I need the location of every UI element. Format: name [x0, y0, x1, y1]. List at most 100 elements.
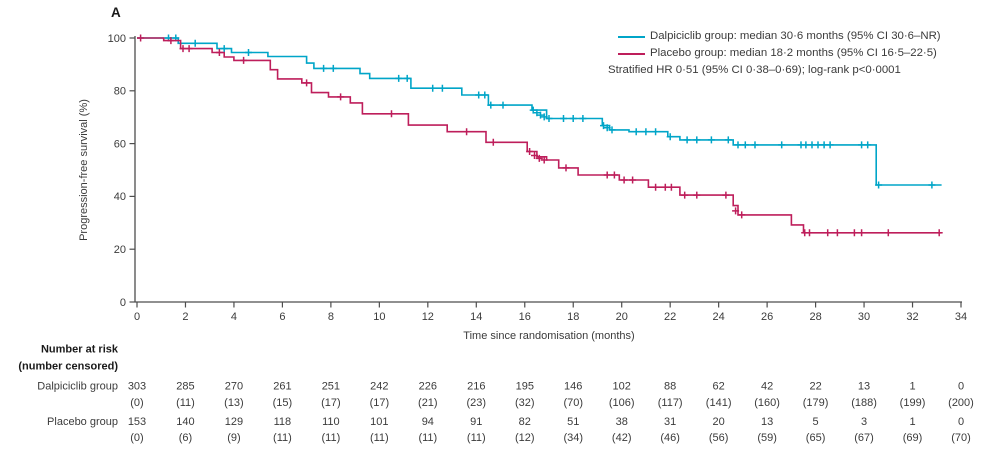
risk-at-risk-value: 242 [370, 380, 388, 392]
risk-at-risk-value: 20 [713, 416, 725, 428]
risk-at-risk-value: 94 [422, 416, 434, 428]
risk-censored-value: (67) [854, 432, 874, 444]
risk-at-risk-value: 140 [176, 416, 194, 428]
risk-at-risk-value: 91 [470, 416, 482, 428]
risk-censored-value: (106) [609, 397, 635, 409]
risk-at-risk-value: 22 [809, 380, 821, 392]
x-tick-label: 20 [616, 311, 628, 323]
panel-label: A [111, 5, 121, 20]
risk-at-risk-value: 216 [467, 380, 485, 392]
risk-at-risk-value: 51 [567, 416, 579, 428]
risk-at-risk-value: 13 [858, 380, 870, 392]
x-tick-label: 10 [373, 311, 385, 323]
y-tick-label: 0 [120, 297, 126, 309]
x-tick-label: 16 [519, 311, 531, 323]
risk-censored-value: (6) [179, 432, 192, 444]
risk-censored-value: (65) [806, 432, 826, 444]
risk-censored-value: (69) [903, 432, 923, 444]
risk-at-risk-value: 88 [664, 380, 676, 392]
y-tick-label: 20 [114, 244, 126, 256]
risk-at-risk-value: 129 [225, 416, 243, 428]
risk-censored-value: (21) [418, 397, 438, 409]
risk-censored-value: (15) [273, 397, 293, 409]
risk-censored-value: (9) [227, 432, 240, 444]
x-axis-title: Time since randomisation (months) [463, 330, 635, 342]
risk-at-risk-value: 38 [616, 416, 628, 428]
risk-censored-value: (141) [706, 397, 732, 409]
placebo-line-swatch [618, 52, 645, 55]
legend-label-placebo: Placebo group: median 18·2 months (95% C… [650, 47, 937, 59]
risk-at-risk-value: 285 [176, 380, 194, 392]
x-tick-label: 8 [328, 311, 334, 323]
risk-at-risk-value: 226 [419, 380, 437, 392]
x-tick-label: 0 [134, 311, 140, 323]
risk-censored-value: (117) [658, 397, 683, 409]
risk-censored-value: (11) [418, 432, 437, 444]
risk-censored-value: (11) [176, 397, 195, 409]
risk-censored-value: (188) [851, 397, 877, 409]
risk-at-risk-value: 195 [516, 380, 534, 392]
risk-censored-value: (179) [803, 397, 829, 409]
risk-table-subheader: (number censored) [18, 361, 118, 373]
risk-at-risk-value: 0 [958, 416, 964, 428]
risk-censored-value: (13) [224, 397, 244, 409]
risk-censored-value: (0) [130, 397, 143, 409]
axes [134, 36, 962, 303]
risk-censored-value: (34) [563, 432, 583, 444]
risk-censored-value: (200) [948, 397, 974, 409]
risk-censored-value: (11) [370, 432, 389, 444]
risk-censored-value: (11) [273, 432, 292, 444]
risk-censored-value: (56) [709, 432, 729, 444]
risk-at-risk-value: 303 [128, 380, 146, 392]
risk-at-risk-value: 1 [909, 416, 915, 428]
x-tick-label: 22 [664, 311, 676, 323]
risk-censored-value: (11) [467, 432, 486, 444]
risk-at-risk-value: 42 [761, 380, 773, 392]
x-tick-label: 4 [231, 311, 237, 323]
risk-at-risk-value: 261 [273, 380, 291, 392]
risk-censored-value: (46) [660, 432, 680, 444]
km-curve-placebo-group [137, 37, 942, 234]
risk-at-risk-value: 110 [322, 416, 340, 428]
risk-at-risk-value: 153 [128, 416, 146, 428]
risk-at-risk-value: 62 [713, 380, 725, 392]
risk-censored-value: (17) [370, 397, 390, 409]
risk-censored-value: (199) [900, 397, 926, 409]
risk-censored-value: (42) [612, 432, 632, 444]
risk-censored-value: (12) [515, 432, 535, 444]
y-tick-label: 100 [108, 33, 126, 45]
risk-at-risk-value: 101 [370, 416, 388, 428]
y-tick-label: 60 [114, 138, 126, 150]
risk-table-header: Number at risk [41, 344, 119, 356]
x-tick-label: 2 [182, 311, 188, 323]
risk-at-risk-value: 82 [519, 416, 531, 428]
risk-at-risk-value: 102 [613, 380, 631, 392]
risk-censored-value: (32) [515, 397, 535, 409]
risk-censored-value: (160) [754, 397, 780, 409]
dalpiciclib-line-swatch [618, 35, 645, 38]
x-tick-label: 24 [713, 311, 725, 323]
censor-ticks-placebo-group [137, 34, 943, 237]
stratified-hr-annotation: Stratified HR 0·51 (95% CI 0·38–0·69); l… [608, 64, 901, 76]
legend-item-placebo: Placebo group: median 18·2 months (95% C… [608, 45, 941, 62]
x-tick-label: 32 [906, 311, 918, 323]
risk-censored-value: (59) [757, 432, 777, 444]
legend-label-dalpiciclib: Dalpiciclib group: median 30·6 months (9… [650, 30, 941, 42]
x-tick-label: 12 [422, 311, 434, 323]
x-tick-label: 26 [761, 311, 773, 323]
risk-at-risk-value: 5 [813, 416, 819, 428]
x-tick-label: 28 [809, 311, 821, 323]
risk-at-risk-value: 13 [761, 416, 773, 428]
risk-censored-value: (17) [321, 397, 341, 409]
x-tick-label: 18 [567, 311, 579, 323]
risk-at-risk-value: 146 [564, 380, 582, 392]
risk-at-risk-value: 31 [664, 416, 676, 428]
y-tick-label: 40 [114, 191, 126, 203]
y-tick-label: 80 [114, 86, 126, 98]
x-tick-label: 34 [955, 311, 967, 323]
risk-at-risk-value: 118 [274, 416, 292, 428]
x-tick-label: 14 [470, 311, 482, 323]
risk-censored-value: (0) [130, 432, 143, 444]
